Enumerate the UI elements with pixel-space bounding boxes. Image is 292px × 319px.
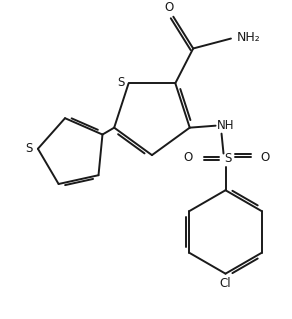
Text: NH₂: NH₂ — [237, 31, 261, 44]
Text: Cl: Cl — [220, 277, 231, 290]
Text: S: S — [25, 142, 33, 155]
Text: S: S — [117, 76, 124, 89]
Text: S: S — [224, 152, 231, 165]
Text: O: O — [183, 151, 192, 164]
Text: O: O — [165, 1, 174, 14]
Text: O: O — [260, 151, 270, 164]
Text: NH: NH — [217, 119, 234, 132]
